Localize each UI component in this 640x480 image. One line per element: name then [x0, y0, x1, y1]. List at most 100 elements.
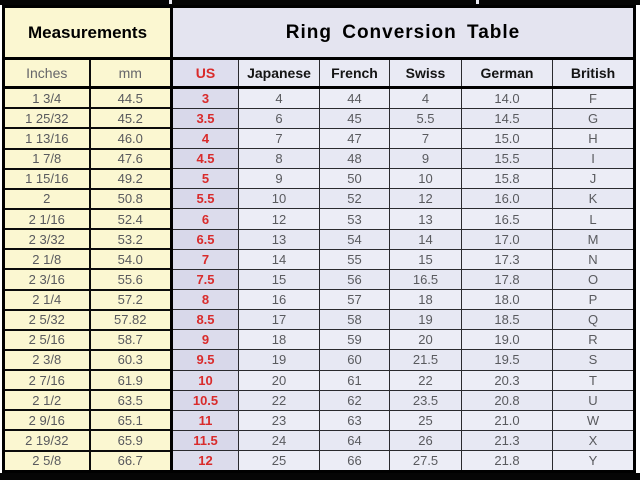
cell-german: 15.8 [461, 168, 553, 190]
column-header-british: British [552, 58, 635, 89]
cell-mm: 44.5 [88, 86, 173, 110]
cell-mm: 47.6 [88, 147, 173, 170]
cell-british: T [552, 369, 635, 391]
cell-french: 63 [319, 409, 390, 431]
cell-inches: 1 13/16 [2, 127, 91, 150]
cell-inches: 2 1/16 [2, 207, 91, 231]
ring-conversion-table: Measurements Ring Conversion Table Inche… [2, 5, 636, 473]
cell-british: L [552, 208, 635, 230]
cell-british: J [552, 168, 635, 190]
cell-us: 6.5 [170, 228, 239, 250]
cell-mm: 63.5 [88, 389, 173, 412]
cell-german: 14.0 [461, 87, 553, 109]
cell-japanese: 19 [238, 349, 320, 371]
cell-french: 59 [319, 329, 390, 351]
table-row: 1 3/4 44.5 3 4 44 4 14.0 F [2, 86, 635, 110]
cell-us: 4 [170, 127, 239, 150]
table-row: 1 13/16 46.0 4 7 47 7 15.0 H [2, 127, 635, 150]
cell-us: 7 [170, 248, 239, 270]
cell-swiss: 12 [389, 188, 462, 210]
cell-swiss: 25 [389, 409, 462, 431]
column-header-swiss: Swiss [389, 58, 462, 89]
table-row: 2 5/8 66.7 12 25 66 27.5 21.8 Y [2, 449, 635, 473]
cell-japanese: 13 [238, 228, 320, 250]
cell-swiss: 22 [389, 369, 462, 391]
cell-french: 60 [319, 349, 390, 371]
table-row: 2 5/32 57.82 8.5 17 58 19 18.5 Q [2, 308, 635, 331]
cell-inches: 2 5/32 [2, 308, 91, 331]
gridline-tick [169, 0, 172, 4]
cell-japanese: 22 [238, 389, 320, 411]
cell-german: 20.3 [461, 369, 553, 391]
cell-french: 62 [319, 389, 390, 411]
cell-japanese: 14 [238, 248, 320, 270]
cell-german: 21.0 [461, 409, 553, 431]
cell-swiss: 10 [389, 168, 462, 190]
cell-japanese: 17 [238, 309, 320, 331]
table-row: 2 50.8 5.5 10 52 12 16.0 K [2, 187, 635, 210]
cell-german: 19.0 [461, 329, 553, 351]
cell-british: N [552, 248, 635, 270]
cell-japanese: 12 [238, 208, 320, 230]
cell-french: 50 [319, 168, 390, 190]
cell-british: U [552, 389, 635, 411]
cell-swiss: 18 [389, 288, 462, 311]
cell-french: 47 [319, 127, 390, 150]
table-row: 2 3/32 53.2 6.5 13 54 14 17.0 M [2, 228, 635, 251]
table-row: 1 25/32 45.2 3.5 6 45 5.5 14.5 G [2, 107, 635, 130]
table-row: 2 19/32 65.9 11.5 24 64 26 21.3 X [2, 429, 635, 452]
cell-british: I [552, 148, 635, 170]
cell-us: 8 [170, 288, 239, 311]
conversion-table-wrap: Measurements Ring Conversion Table Inche… [2, 5, 636, 473]
cell-german: 17.3 [461, 248, 553, 270]
gridline-tick [476, 0, 479, 4]
cell-mm: 50.8 [88, 187, 173, 210]
cell-japanese: 24 [238, 429, 320, 452]
cell-german: 16.5 [461, 208, 553, 230]
column-header-french: French [319, 58, 390, 89]
cell-swiss: 4 [389, 87, 462, 109]
cell-japanese: 16 [238, 288, 320, 311]
cell-swiss: 16.5 [389, 268, 462, 291]
cell-japanese: 8 [238, 148, 320, 170]
cell-mm: 53.2 [88, 228, 173, 251]
cell-british: O [552, 268, 635, 291]
cell-swiss: 15 [389, 248, 462, 270]
cell-mm: 58.7 [88, 328, 173, 351]
cell-french: 44 [319, 87, 390, 109]
cell-us: 9 [170, 329, 239, 351]
cell-mm: 52.4 [88, 207, 173, 231]
column-header-german: German [461, 58, 553, 89]
cell-french: 64 [319, 429, 390, 452]
cell-french: 57 [319, 288, 390, 311]
cell-french: 56 [319, 268, 390, 291]
cell-german: 14.5 [461, 107, 553, 129]
cell-us: 12 [170, 450, 239, 472]
cell-german: 20.8 [461, 389, 553, 411]
cell-inches: 2 [2, 187, 91, 210]
cell-german: 21.3 [461, 429, 553, 452]
cell-french: 45 [319, 107, 390, 129]
table-row: 2 1/16 52.4 6 12 53 13 16.5 L [2, 207, 635, 231]
cell-swiss: 5.5 [389, 107, 462, 129]
table-row: 2 3/16 55.6 7.5 15 56 16.5 17.8 O [2, 268, 635, 291]
cell-us: 11.5 [170, 429, 239, 452]
cell-german: 21.8 [461, 450, 553, 472]
table-title: Ring Conversion Table [170, 5, 636, 60]
cell-inches: 2 3/32 [2, 228, 91, 251]
cell-mm: 46.0 [88, 127, 173, 150]
cell-japanese: 23 [238, 409, 320, 431]
cell-french: 61 [319, 369, 390, 391]
cropped-row-top-strip [0, 0, 640, 5]
cell-french: 54 [319, 228, 390, 250]
cell-japanese: 10 [238, 188, 320, 210]
cell-inches: 2 19/32 [2, 429, 91, 452]
cell-japanese: 15 [238, 268, 320, 291]
cell-swiss: 20 [389, 329, 462, 351]
cell-mm: 45.2 [88, 107, 173, 130]
cell-french: 66 [319, 450, 390, 472]
table-row: 2 7/16 61.9 10 20 61 22 20.3 T [2, 369, 635, 392]
cell-japanese: 18 [238, 329, 320, 351]
cell-german: 15.0 [461, 127, 553, 150]
cell-mm: 66.7 [88, 449, 173, 473]
